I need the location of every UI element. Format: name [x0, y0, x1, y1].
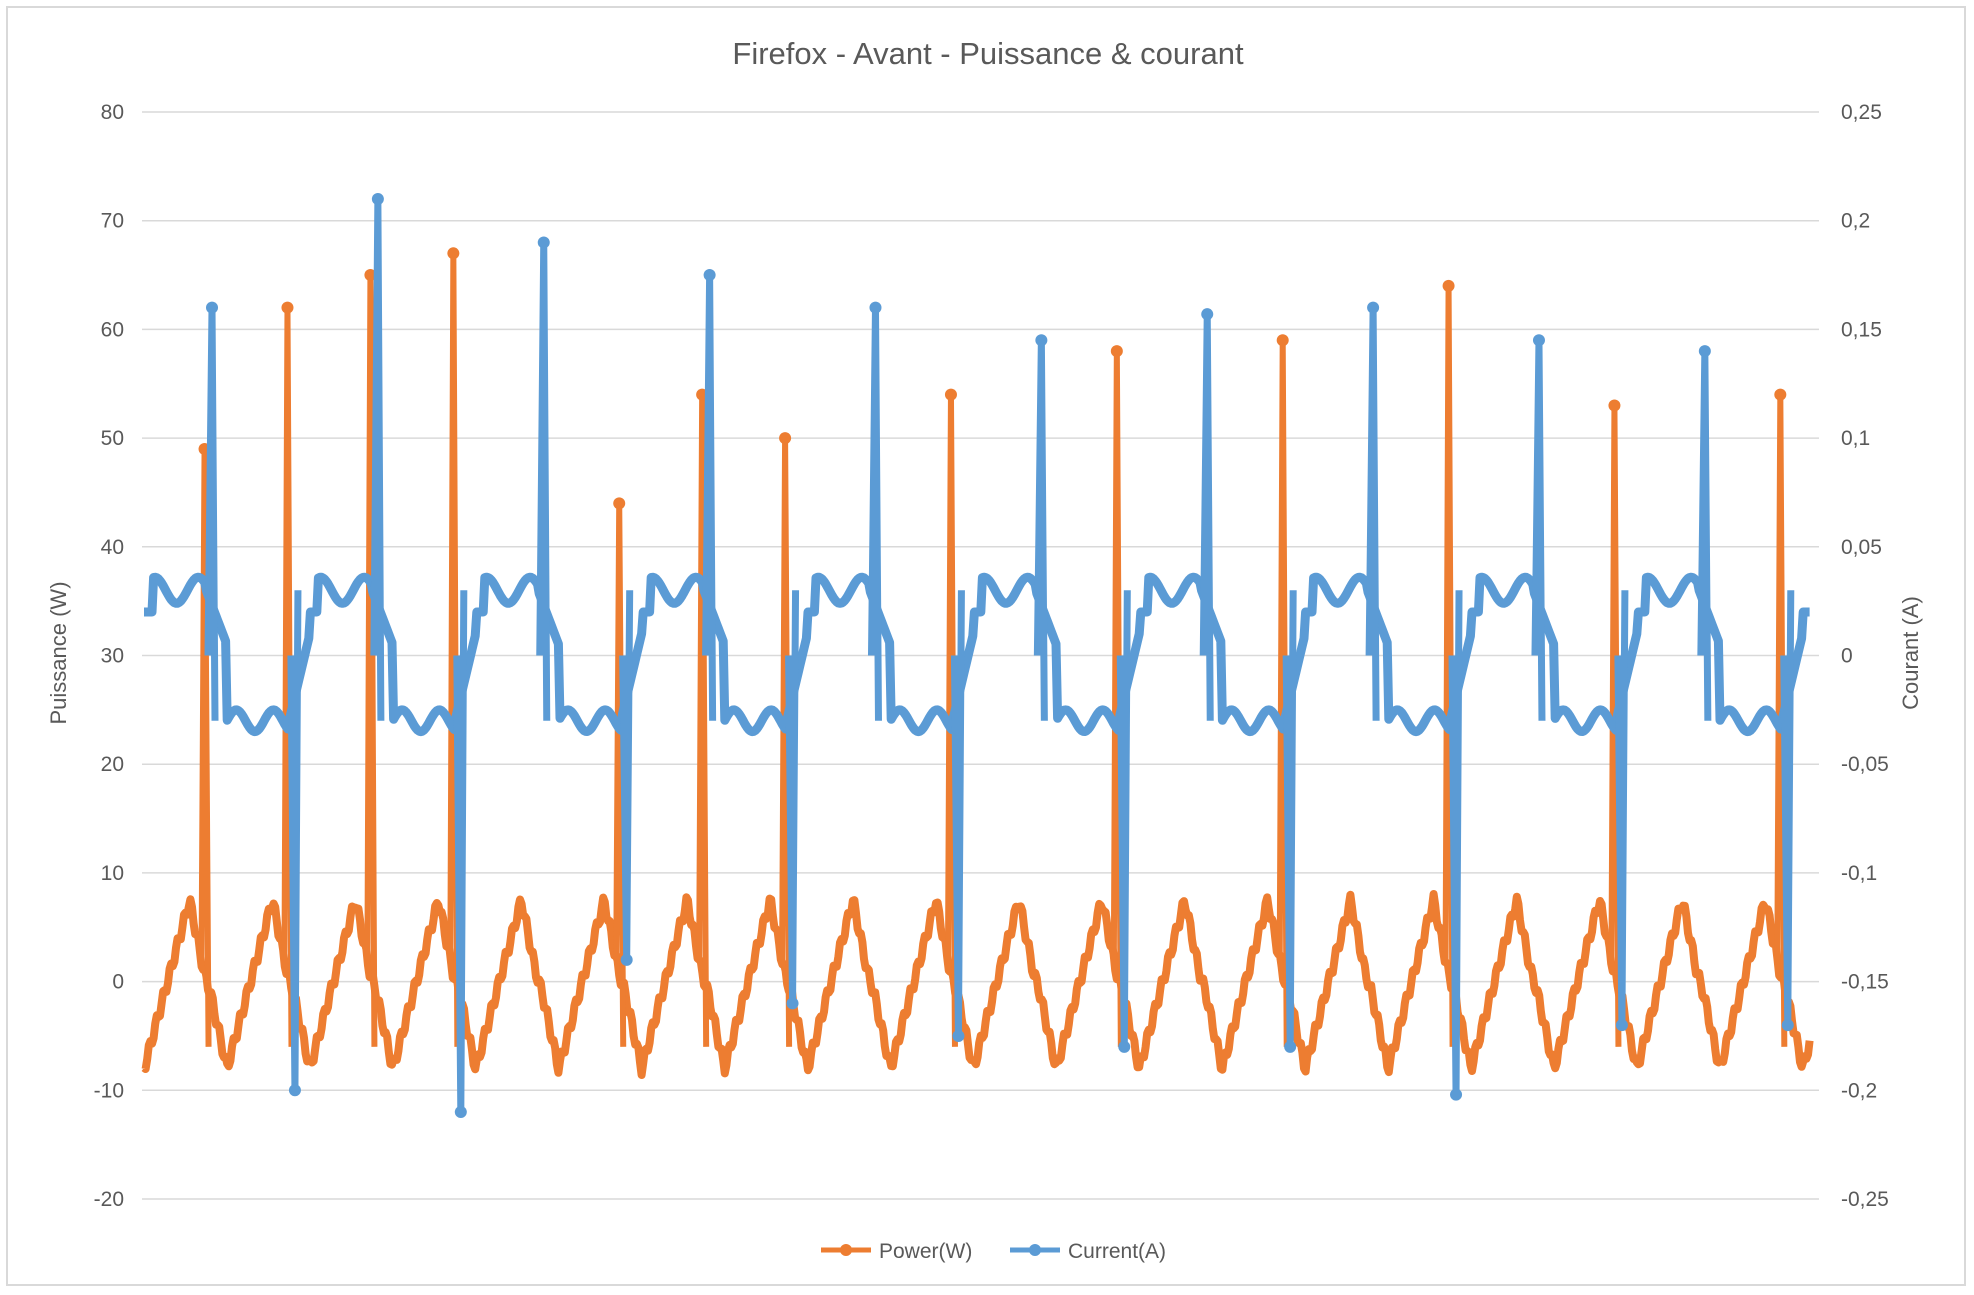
right-axis-label: Courant (A) — [1898, 596, 1923, 710]
power-peak-point — [1774, 388, 1787, 401]
current-peak-point — [206, 301, 219, 314]
left-tick-label: 50 — [101, 427, 124, 450]
left-tick-label: 10 — [101, 862, 124, 885]
legend-power-marker — [840, 1244, 852, 1256]
current-spike-up — [867, 307, 882, 721]
current-peak-point — [1035, 334, 1048, 347]
current-spike-up — [1033, 340, 1048, 721]
left-tick-label: 30 — [101, 645, 124, 668]
right-tick-label: 0,1 — [1841, 427, 1870, 450]
current-peak-point — [703, 269, 716, 282]
chart-title: Firefox - Avant - Puissance & courant — [732, 36, 1244, 71]
right-tick-label: -0,25 — [1841, 1188, 1889, 1211]
series-layer — [141, 192, 1814, 1119]
current-peak-point — [1532, 334, 1545, 347]
legend: Power(W) Current(A) — [821, 1240, 1166, 1263]
current-trough-point — [786, 997, 799, 1010]
right-axis-ticks: 0,25 0,2 0,15 0,1 0,05 0 -0,05 -0,1 -0,15 -0,2 -0,… — [1841, 101, 1889, 1211]
current-trough-point — [1615, 1019, 1628, 1032]
left-tick-label: 70 — [101, 210, 124, 233]
power-peak-point — [447, 247, 460, 260]
left-tick-label: 20 — [101, 753, 124, 776]
legend-item-current[interactable]: Current(A) — [1010, 1240, 1166, 1263]
current-peak-point — [1367, 301, 1380, 314]
legend-item-power[interactable]: Power(W) — [821, 1240, 972, 1263]
current-peak-point — [537, 236, 550, 249]
current-spike-down — [1282, 590, 1297, 1047]
right-tick-label: -0,15 — [1841, 971, 1889, 994]
left-axis-ticks: 80 70 60 50 40 30 20 10 0 -10 -20 — [94, 101, 124, 1211]
right-tick-label: 0,15 — [1841, 318, 1882, 341]
left-tick-label: -20 — [94, 1188, 124, 1211]
current-series-line — [141, 572, 1813, 737]
current-spike-down — [287, 590, 302, 1091]
current-trough-point — [620, 953, 633, 966]
right-tick-label: 0,05 — [1841, 536, 1882, 559]
current-spike-down — [1614, 590, 1629, 1026]
current-spike-up — [536, 242, 551, 721]
current-trough-point — [288, 1084, 301, 1097]
left-tick-label: 80 — [101, 101, 124, 124]
left-tick-label: -10 — [94, 1079, 124, 1102]
power-peak-point — [1442, 279, 1455, 292]
legend-power-label: Power(W) — [879, 1240, 972, 1263]
power-peak-point — [944, 388, 957, 401]
right-tick-label: 0,2 — [1841, 210, 1870, 233]
current-spike-down — [1116, 590, 1131, 1047]
current-spike-down — [785, 590, 800, 1004]
power-peak-point — [1110, 345, 1123, 358]
power-peak-point — [281, 301, 294, 314]
current-spike-up — [1531, 340, 1546, 721]
current-spike-down — [453, 590, 468, 1113]
left-tick-label: 60 — [101, 318, 124, 341]
right-tick-label: -0,2 — [1841, 1079, 1877, 1102]
current-trough-point — [1450, 1088, 1463, 1101]
left-axis-label: Puissance (W) — [46, 581, 71, 724]
power-series-line — [141, 890, 1814, 1079]
current-trough-point — [1284, 1040, 1297, 1053]
power-peak-point — [364, 269, 377, 282]
current-spike-up — [1199, 314, 1214, 721]
right-tick-label: -0,05 — [1841, 753, 1889, 776]
legend-current-label: Current(A) — [1068, 1240, 1166, 1263]
power-peak-point — [613, 497, 626, 510]
current-spike-up — [1697, 351, 1712, 721]
current-trough-point — [454, 1106, 467, 1119]
current-trough-point — [952, 1029, 965, 1042]
current-spike-down — [619, 590, 634, 960]
left-tick-label: 0 — [112, 971, 124, 994]
current-trough-point — [1118, 1040, 1131, 1053]
current-spike-up — [702, 275, 717, 721]
chart-canvas: Firefox - Avant - Puissance & courant 80… — [46, 36, 1923, 1263]
right-tick-label: 0,25 — [1841, 101, 1882, 124]
chart-frame: Firefox - Avant - Puissance & courant 80… — [6, 6, 1966, 1286]
gridlines — [142, 111, 1819, 1200]
left-tick-label: 40 — [101, 536, 124, 559]
power-peak-point — [1276, 334, 1289, 347]
current-spike-down — [1448, 590, 1463, 1095]
current-spike-up — [204, 307, 219, 721]
current-peak-point — [1698, 345, 1711, 358]
legend-current-marker — [1029, 1244, 1041, 1256]
current-spike-down — [950, 590, 965, 1036]
right-tick-label: -0,1 — [1841, 862, 1877, 885]
right-tick-label: 0 — [1841, 645, 1853, 668]
current-spike-down — [1780, 590, 1795, 1026]
current-peak-point — [1201, 308, 1214, 321]
power-peak-point — [1608, 399, 1621, 412]
current-peak-point — [869, 301, 882, 314]
power-peak-point — [779, 432, 792, 445]
current-trough-point — [1781, 1019, 1794, 1032]
current-spike-up — [370, 198, 385, 721]
current-peak-point — [371, 192, 384, 205]
current-spike-up — [1365, 307, 1380, 721]
